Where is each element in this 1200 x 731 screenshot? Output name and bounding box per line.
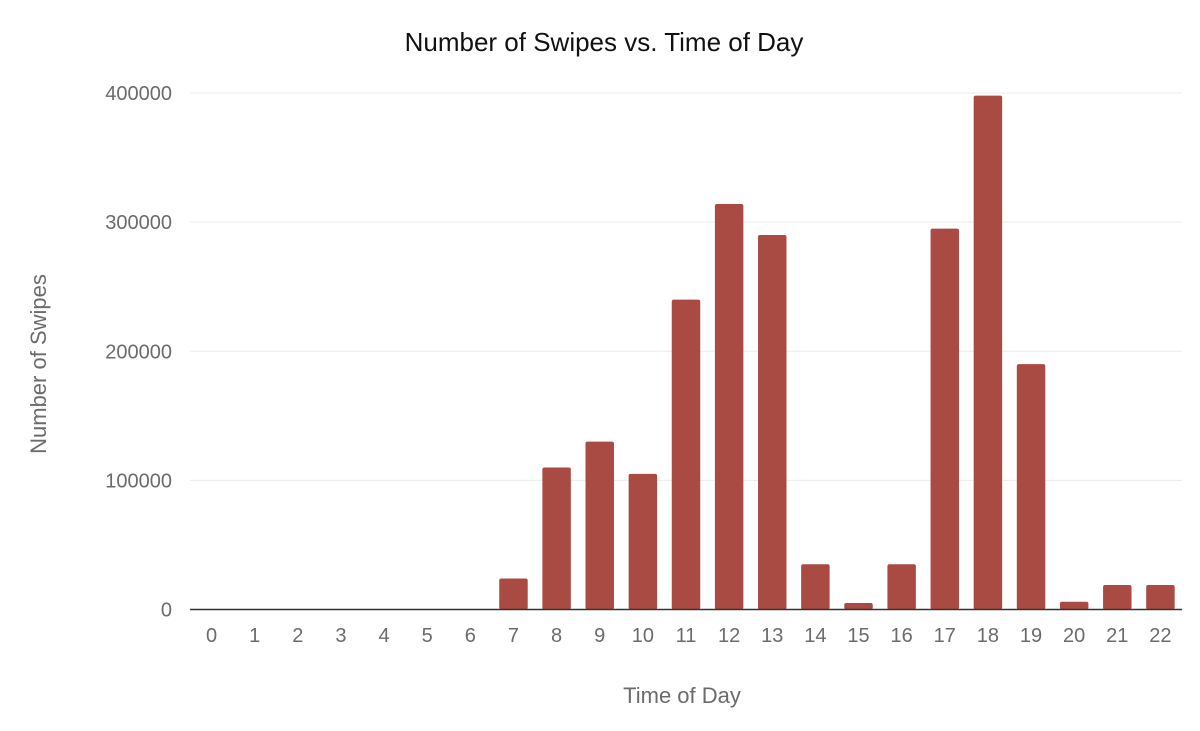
y-tick-label: 400000 [105, 83, 172, 105]
x-tick-label: 19 [1020, 625, 1042, 647]
x-tick-label: 20 [1063, 625, 1085, 647]
x-tick-label: 8 [551, 625, 562, 647]
x-tick-label: 10 [632, 625, 654, 647]
x-tick-label: 14 [804, 625, 826, 647]
x-tick-label: 6 [465, 625, 476, 647]
x-tick-label: 16 [891, 625, 913, 647]
x-tick-label: 0 [206, 625, 217, 647]
y-tick-label: 100000 [105, 470, 172, 492]
x-tick-label: 17 [934, 625, 956, 647]
bar-hour-22 [1146, 584, 1175, 610]
bar-hour-17 [930, 228, 960, 610]
x-tick-label: 3 [335, 625, 346, 647]
x-tick-label: 7 [508, 625, 519, 647]
y-tick-label: 300000 [105, 212, 172, 234]
x-tick-label: 1 [249, 625, 260, 647]
x-tick-label: 11 [676, 625, 697, 647]
bar-hour-11 [671, 299, 701, 610]
x-axis-title: Time of Day [623, 683, 741, 708]
bar-hour-21 [1103, 584, 1132, 610]
bar-hour-9 [585, 441, 614, 610]
x-tick-label: 12 [718, 625, 740, 647]
y-axis-ticks: 0 100000 200000 300000 400000 [105, 83, 172, 622]
bar-hour-20 [1059, 601, 1089, 610]
bar-hour-15 [844, 603, 873, 610]
x-tick-label: 4 [379, 625, 390, 647]
y-axis-title: Number of Swipes [26, 274, 51, 454]
x-axis-ticks: 0 1 2 3 4 5 6 7 8 9 10 11 12 13 14 15 16 17 18 19 20 21 22 [206, 625, 1172, 647]
x-tick-label: 9 [594, 625, 605, 647]
y-tick-label: 200000 [105, 341, 172, 363]
y-tick-label: 0 [161, 600, 172, 622]
bar-hour-14 [801, 564, 830, 610]
x-tick-label: 5 [422, 625, 433, 647]
bar-hour-19 [1016, 364, 1046, 610]
bar-hour-8 [542, 467, 571, 610]
x-tick-label: 13 [761, 625, 783, 647]
x-tick-label: 18 [977, 625, 999, 647]
bar-hour-10 [628, 473, 658, 610]
bar-hour-18 [973, 95, 1003, 610]
x-tick-label: 21 [1106, 625, 1128, 647]
x-tick-label: 2 [292, 625, 303, 647]
x-tick-label: 15 [847, 625, 869, 647]
bar-hour-13 [758, 235, 787, 610]
bars [499, 95, 1175, 610]
chart-title: Number of Swipes vs. Time of Day [405, 27, 804, 57]
bar-hour-12 [714, 204, 744, 610]
bar-hour-16 [887, 564, 916, 610]
x-tick-label: 22 [1149, 625, 1171, 647]
bar-hour-7 [499, 578, 528, 610]
